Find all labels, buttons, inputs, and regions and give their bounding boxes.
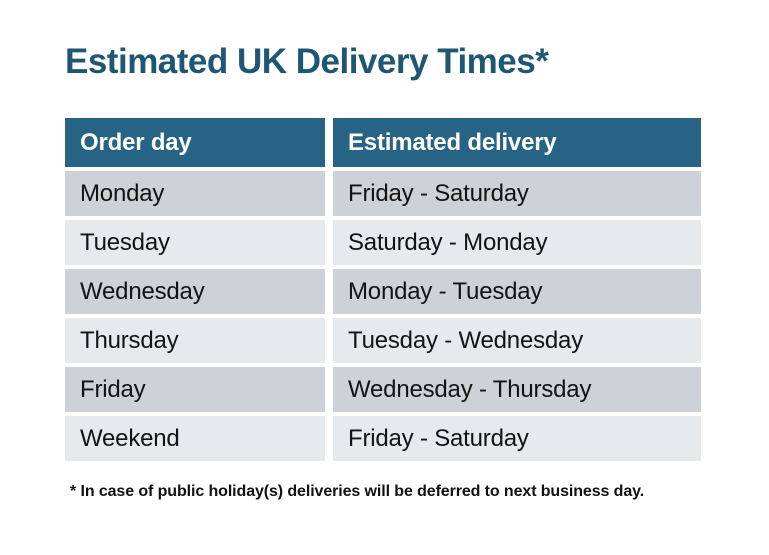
- table-cell-estimated-delivery: Monday - Tuesday: [333, 269, 701, 314]
- table-cell-order-day: Friday: [65, 367, 325, 412]
- column-header-estimated-delivery: Estimated delivery: [333, 118, 701, 167]
- table-cell-order-day: Wednesday: [65, 269, 325, 314]
- table-cell-estimated-delivery: Saturday - Monday: [333, 220, 701, 265]
- table-cell-order-day: Monday: [65, 171, 325, 216]
- table-cell-estimated-delivery: Friday - Saturday: [333, 171, 701, 216]
- column-header-order-day: Order day: [65, 118, 325, 167]
- delivery-times-table: Order day Estimated delivery Monday Frid…: [65, 118, 701, 461]
- public-holiday-footnote: * In case of public holiday(s) deliverie…: [70, 483, 645, 500]
- table-cell-order-day: Weekend: [65, 416, 325, 461]
- table-cell-order-day: Thursday: [65, 318, 325, 363]
- page-title: Estimated UK Delivery Times*: [65, 42, 549, 81]
- table-cell-estimated-delivery: Tuesday - Wednesday: [333, 318, 701, 363]
- table-cell-estimated-delivery: Friday - Saturday: [333, 416, 701, 461]
- table-cell-order-day: Tuesday: [65, 220, 325, 265]
- table-cell-estimated-delivery: Wednesday - Thursday: [333, 367, 701, 412]
